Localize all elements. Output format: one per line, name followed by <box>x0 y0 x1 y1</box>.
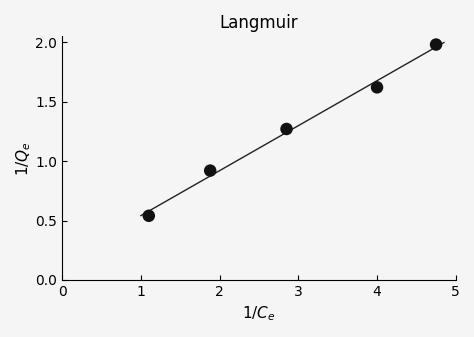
Point <box>283 126 290 132</box>
Point <box>373 85 381 90</box>
Point <box>145 213 153 218</box>
Title: Langmuir: Langmuir <box>219 14 298 32</box>
X-axis label: 1/$C_e$: 1/$C_e$ <box>242 304 276 323</box>
Y-axis label: 1/$Q_e$: 1/$Q_e$ <box>14 141 33 176</box>
Point <box>206 168 214 173</box>
Point <box>432 42 440 47</box>
